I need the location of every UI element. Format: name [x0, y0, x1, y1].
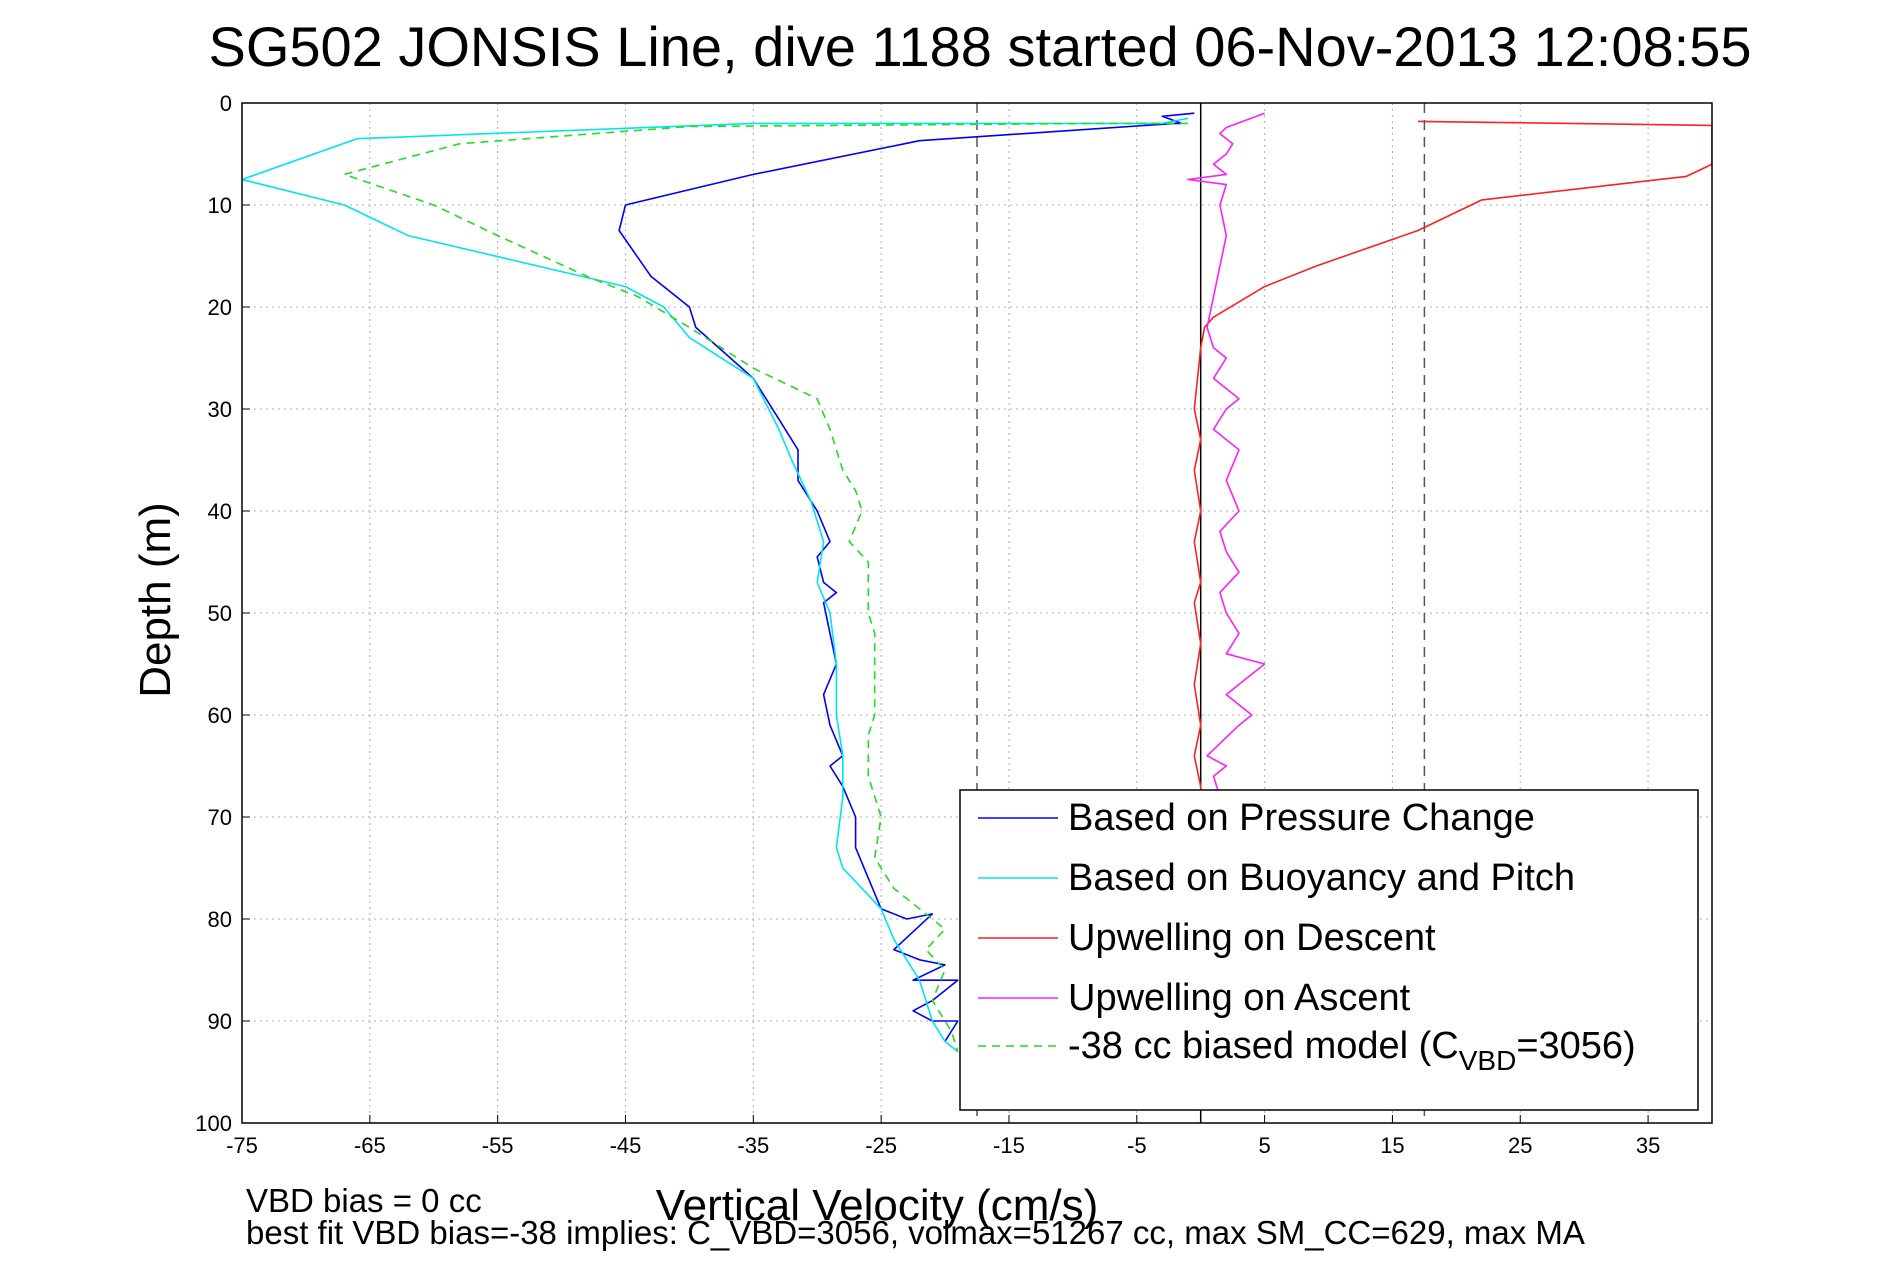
- y-tick-label: 70: [208, 805, 232, 830]
- legend-entry-label: Based on Pressure Change: [1068, 797, 1535, 839]
- x-tick-label: -75: [226, 1133, 258, 1158]
- best-fit-annotation: best fit VBD bias=-38 implies: C_VBD=305…: [246, 1214, 1585, 1251]
- x-tick-label: -45: [610, 1133, 642, 1158]
- legend-entry-label: -38 cc biased model (CVBD=3056): [1068, 1025, 1636, 1076]
- x-tick-label: 35: [1636, 1133, 1660, 1158]
- legend-box: [959, 789, 1699, 1111]
- x-tick-label: 5: [1258, 1133, 1270, 1158]
- y-tick-label: 40: [208, 499, 232, 524]
- series-line-3: [1193, 120, 1712, 818]
- x-tick-label: -65: [354, 1133, 386, 1158]
- chart-title: SG502 JONSIS Line, dive 1188 started 06-…: [208, 15, 1751, 78]
- legend-entry-label: Upwelling on Descent: [1068, 917, 1436, 959]
- y-tick-label: 20: [208, 295, 232, 320]
- series-line-2: [242, 117, 1189, 1053]
- legend-entry-label: Based on Buoyancy and Pitch: [1068, 857, 1575, 899]
- x-tick-label: -15: [993, 1133, 1025, 1158]
- legend: Based on Pressure Change Based on Buoyanc…: [959, 789, 1699, 1111]
- plot-frame: [241, 102, 1713, 1124]
- y-tick-label: 60: [208, 703, 232, 728]
- y-tick-label: 90: [208, 1009, 232, 1034]
- y-tick-label: 0: [220, 91, 232, 116]
- series-line-1: [618, 112, 1195, 1042]
- y-tick-label: 80: [208, 907, 232, 932]
- series-line-5: [343, 122, 1188, 1052]
- x-tick-label: 25: [1508, 1133, 1532, 1158]
- legend-entry-label: Upwelling on Ascent: [1068, 977, 1411, 1019]
- y-tick-label: 30: [208, 397, 232, 422]
- series-layer: [242, 112, 1712, 1053]
- x-tick-label: -5: [1127, 1133, 1147, 1158]
- y-axis-label: Depth (m): [131, 502, 180, 698]
- x-tick-label: 15: [1380, 1133, 1404, 1158]
- tick-labels: -75 -65 -55 -45 -35 -25 -15 -5 5 15 25 350102030405…: [195, 91, 1660, 1158]
- x-tick-label: -55: [482, 1133, 514, 1158]
- vbd-bias-annotation: VBD bias = 0 cc: [246, 1182, 482, 1219]
- x-tick-label: -35: [737, 1133, 769, 1158]
- y-tick-label: 50: [208, 601, 232, 626]
- y-tick-label: 10: [208, 193, 232, 218]
- series-line-4: [1187, 112, 1266, 797]
- x-tick-label: -25: [865, 1133, 897, 1158]
- x-axis-label: Vertical Velocity (cm/s): [656, 1181, 1099, 1230]
- y-tick-label: 100: [195, 1111, 232, 1136]
